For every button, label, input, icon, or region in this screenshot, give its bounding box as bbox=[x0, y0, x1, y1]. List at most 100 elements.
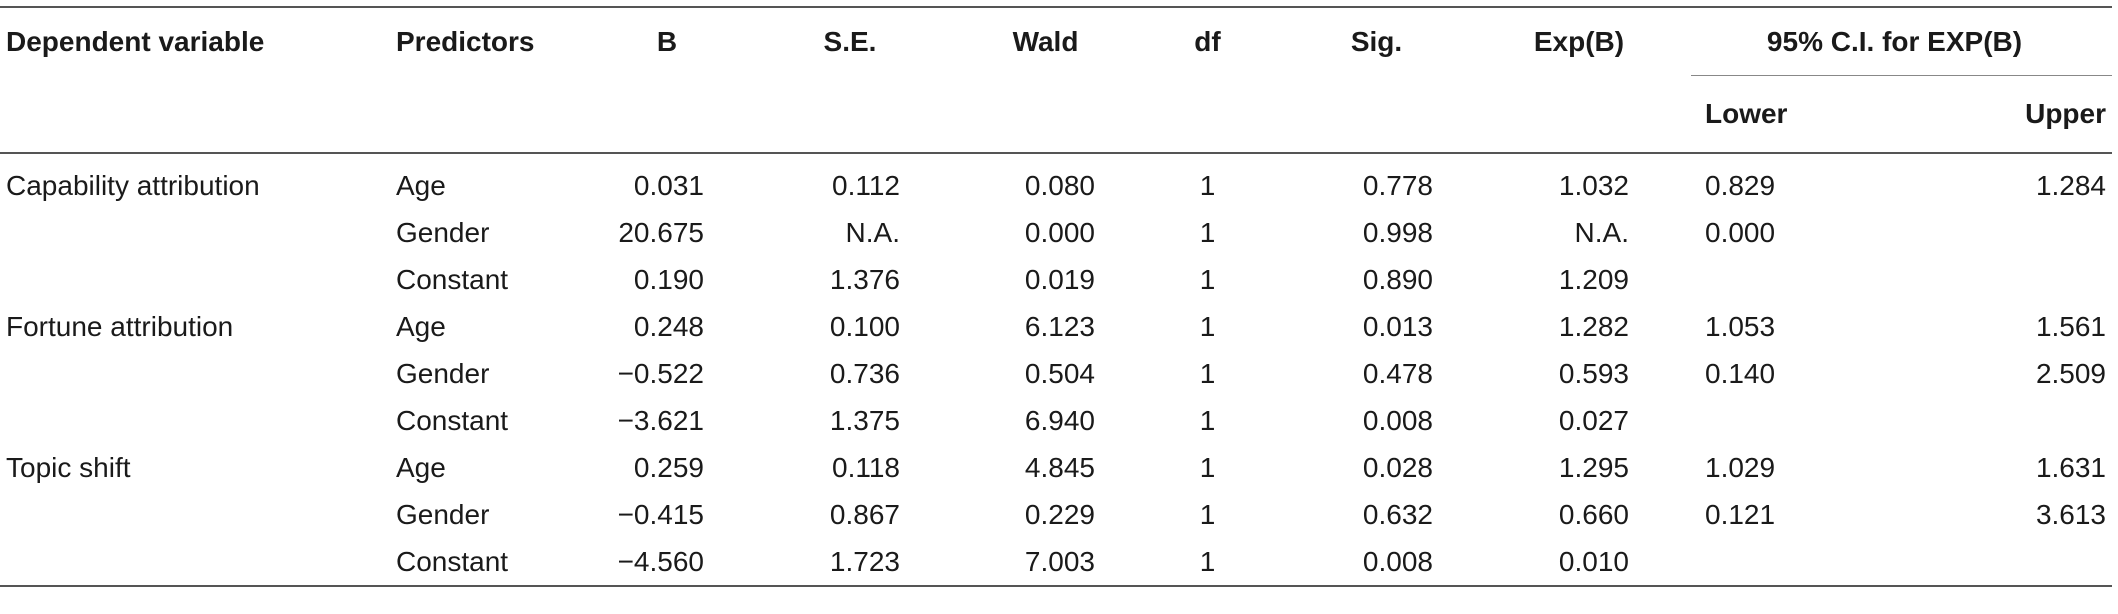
cell-b: −0.415 bbox=[617, 498, 704, 530]
cell-se: 0.736 bbox=[829, 357, 900, 389]
cell-dependent-variable bbox=[0, 256, 396, 303]
cell-b: 20.675 bbox=[618, 216, 704, 248]
cell-sig: 0.028 bbox=[1362, 451, 1433, 483]
cell-sig: 0.778 bbox=[1362, 169, 1433, 201]
cell-predictor: Constant bbox=[396, 263, 509, 295]
table-row: Constant −3.621 1.375 6.940 1 0.008 0.027 bbox=[0, 397, 2112, 444]
header-se: S.E. bbox=[752, 6, 948, 76]
cell-dependent-variable bbox=[0, 209, 396, 256]
cell-df: 1 bbox=[1199, 357, 1216, 389]
table-row: Gender −0.415 0.867 0.229 1 0.632 0.660 0.121 3.… bbox=[0, 491, 2112, 538]
cell-predictor: Gender bbox=[396, 357, 490, 389]
cell-ci-upper bbox=[1888, 256, 2112, 303]
cell-wald: 0.000 bbox=[1024, 216, 1095, 248]
header-df: df bbox=[1143, 6, 1272, 76]
cell-dependent-variable bbox=[0, 538, 396, 587]
cell-se: 1.723 bbox=[752, 538, 948, 587]
cell-dependent-variable: Fortune attribution bbox=[6, 310, 234, 342]
cell-df: 1 bbox=[1199, 498, 1216, 530]
header-row: Dependent variable Predictors B S.E. Wal… bbox=[0, 6, 2113, 76]
ci-group-rule bbox=[1691, 75, 2113, 76]
header-sig: Sig. bbox=[1272, 6, 1481, 76]
cell-wald: 0.080 bbox=[1024, 169, 1095, 201]
cell-sig: 0.013 bbox=[1362, 310, 1433, 342]
cell-predictor: Constant bbox=[396, 538, 582, 587]
cell-ci-upper: 1.631 bbox=[2035, 451, 2107, 483]
cell-ci-upper: 1.284 bbox=[2035, 169, 2107, 201]
cell-ci-lower: 0.000 bbox=[1705, 216, 1776, 248]
cell-b: 0.248 bbox=[633, 310, 704, 342]
table-row: Gender 20.675 N.A. 0.000 1 0.998 N.A. 0.000 bbox=[0, 209, 2112, 256]
cell-df: 1 bbox=[1199, 263, 1216, 295]
cell-wald: 0.229 bbox=[1024, 498, 1095, 530]
cell-wald: 4.845 bbox=[1024, 451, 1095, 483]
cell-wald: 7.003 bbox=[948, 538, 1143, 587]
cell-dependent-variable bbox=[0, 491, 396, 538]
cell-expb: 1.032 bbox=[1558, 169, 1629, 201]
cell-df: 1 bbox=[1199, 451, 1216, 483]
subheader-spacer bbox=[0, 76, 1677, 153]
table-row: Constant 0.190 1.376 0.019 1 0.890 1.209 bbox=[0, 256, 2112, 303]
cell-ci-upper: 3.613 bbox=[2035, 498, 2107, 530]
cell-wald: 0.019 bbox=[1024, 263, 1095, 295]
cell-predictor: Gender bbox=[396, 216, 490, 248]
table-row: Topic shift Age 0.259 0.118 4.845 1 0.028 1.295… bbox=[0, 444, 2112, 491]
cell-predictor: Age bbox=[396, 169, 446, 201]
cell-wald: 6.123 bbox=[1024, 310, 1095, 342]
cell-df: 1 bbox=[1199, 216, 1216, 248]
cell-ci-upper bbox=[1888, 538, 2113, 587]
cell-sig: 0.890 bbox=[1362, 263, 1433, 295]
cell-expb: 0.027 bbox=[1558, 404, 1629, 436]
cell-se: 0.118 bbox=[832, 451, 900, 483]
cell-ci-lower bbox=[1677, 538, 1888, 587]
cell-ci-upper bbox=[1888, 397, 2112, 444]
cell-dependent-variable bbox=[0, 350, 396, 397]
cell-predictor: Gender bbox=[396, 498, 490, 530]
cell-b: −4.560 bbox=[582, 538, 752, 587]
table-row: Constant −4.560 1.723 7.003 1 0.008 0.010 bbox=[0, 538, 2113, 587]
cell-se: 0.867 bbox=[829, 498, 900, 530]
cell-sig: 0.478 bbox=[1362, 357, 1433, 389]
cell-predictor: Constant bbox=[396, 404, 509, 436]
cell-dependent-variable bbox=[0, 397, 396, 444]
cell-b: 0.031 bbox=[633, 169, 704, 201]
cell-b: 0.259 bbox=[633, 451, 704, 483]
subheader-row: Lower Upper bbox=[0, 76, 2113, 153]
table-body: Capability attribution Age 0.031 0.112 0.080… bbox=[0, 153, 2113, 587]
cell-ci-lower bbox=[1677, 256, 1888, 303]
cell-wald: 0.504 bbox=[1024, 357, 1095, 389]
cell-ci-lower: 0.140 bbox=[1705, 357, 1776, 389]
cell-expb: 1.282 bbox=[1558, 310, 1629, 342]
cell-wald: 6.940 bbox=[1024, 404, 1095, 436]
header-predictors: Predictors bbox=[396, 6, 582, 76]
cell-expb: 0.660 bbox=[1558, 498, 1629, 530]
cell-ci-upper bbox=[1888, 209, 2112, 256]
cell-df: 1 bbox=[1199, 169, 1216, 201]
cell-expb: 0.593 bbox=[1558, 357, 1629, 389]
table-header: Dependent variable Predictors B S.E. Wal… bbox=[0, 6, 2113, 153]
cell-sig: 0.632 bbox=[1362, 498, 1433, 530]
cell-expb: 1.295 bbox=[1558, 451, 1629, 483]
cell-sig: 0.008 bbox=[1362, 404, 1433, 436]
logistic-regression-table: Dependent variable Predictors B S.E. Wal… bbox=[0, 6, 2113, 587]
header-b: B bbox=[582, 6, 752, 76]
cell-ci-lower: 0.829 bbox=[1705, 169, 1776, 201]
header-ci-group: 95% C.I. for EXP(B) bbox=[1677, 6, 2113, 76]
cell-df: 1 bbox=[1199, 310, 1216, 342]
cell-expb: 0.010 bbox=[1481, 538, 1677, 587]
cell-b: 0.190 bbox=[633, 263, 704, 295]
cell-ci-lower: 1.053 bbox=[1705, 310, 1776, 342]
cell-b: −3.621 bbox=[617, 404, 704, 436]
table-row: Gender −0.522 0.736 0.504 1 0.478 0.593 0.140 2.… bbox=[0, 350, 2112, 397]
table-row: Fortune attribution Age 0.248 0.100 6.123 1 0.… bbox=[0, 303, 2112, 350]
cell-ci-upper: 2.509 bbox=[2035, 357, 2107, 389]
cell-se: 1.375 bbox=[829, 404, 900, 436]
cell-se: 0.112 bbox=[832, 169, 900, 201]
header-upper: Upper bbox=[2025, 98, 2107, 129]
cell-se: 1.376 bbox=[829, 263, 900, 295]
header-dependent-variable: Dependent variable bbox=[0, 6, 396, 76]
cell-ci-lower: 1.029 bbox=[1705, 451, 1776, 483]
cell-b: −0.522 bbox=[617, 357, 704, 389]
cell-sig: 0.008 bbox=[1272, 538, 1481, 587]
cell-df: 1 bbox=[1143, 538, 1272, 587]
